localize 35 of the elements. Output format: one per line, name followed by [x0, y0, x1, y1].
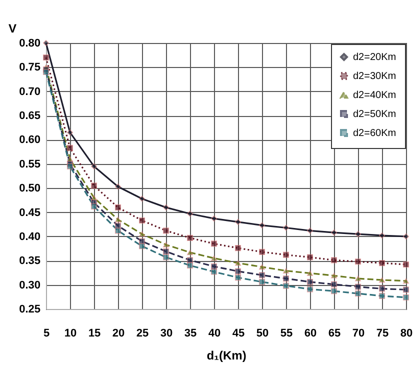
y-tick-label: 0.25	[19, 304, 40, 316]
y-tick-label: 0.30	[19, 279, 40, 292]
x-tick-label: 60	[304, 328, 317, 340]
x-tick-label: 10	[64, 328, 77, 340]
x-tick-label: 30	[160, 328, 173, 340]
x-tick-label: 65	[328, 328, 341, 340]
y-tick-label: 0.35	[19, 255, 40, 268]
legend-label: d2=30Km	[353, 71, 396, 82]
x-tick-label: 25	[136, 328, 149, 340]
x-tick-label: 70	[352, 328, 365, 340]
x-tick-label: 50	[256, 328, 269, 340]
legend-label: d2=40Km	[353, 90, 396, 101]
x-tick-label: 5	[43, 328, 50, 340]
y-tick-label: 0.60	[19, 134, 40, 146]
y-tick-label: 0.80	[19, 38, 40, 50]
y-axis-title: V	[8, 22, 17, 36]
y-tick-label: 0.65	[19, 110, 40, 122]
y-tick-label: 0.45	[19, 206, 40, 219]
y-tick-label: 0.75	[19, 62, 40, 74]
legend-label: d2=20Km	[353, 52, 396, 63]
x-tick-label: 55	[280, 328, 293, 340]
legend-label: d2=50Km	[353, 109, 396, 120]
y-tick-label: 0.70	[19, 86, 40, 98]
x-tick-label: 75	[376, 328, 389, 340]
y-tick-label: 0.40	[19, 230, 40, 243]
x-tick-label: 15	[88, 328, 101, 340]
x-tick-label: 35	[184, 328, 197, 340]
x-tick-label: 80	[400, 328, 413, 340]
y-tick-label: 0.55	[19, 158, 40, 170]
x-tick-label: 40	[208, 328, 221, 340]
x-axis-title: d₁(Km)	[206, 348, 246, 362]
x-tick-label: 45	[232, 328, 245, 340]
legend-label: d2=60Km	[353, 128, 396, 139]
x-tick-label: 20	[112, 328, 125, 340]
y-tick-label: 0.50	[19, 182, 40, 195]
